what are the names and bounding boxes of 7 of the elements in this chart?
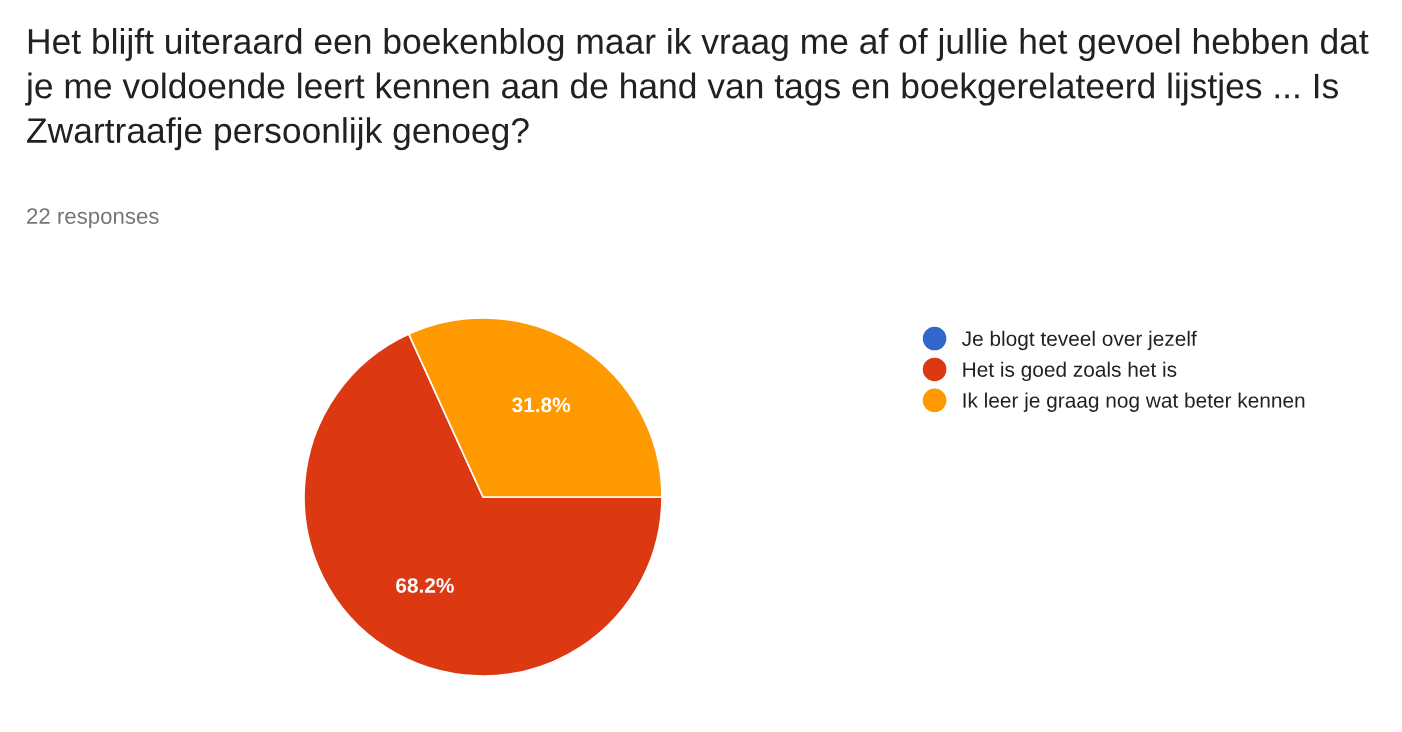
data-label: 31.8% [512, 397, 571, 413]
text: 22 responses [27, 208, 159, 229]
legend-label: Het is goed zoals het is [963, 361, 1177, 382]
legend-label: Ik leer je graag nog wat beter kennen [963, 392, 1305, 412]
data-label: 68.2% [396, 578, 454, 593]
chart-title: Het blijft uiteraard een boekenblog maar ik vraag me af of jullie het gevoel hebben dat je me voldoende leert kennen aan de hand van tags en boekgerelateerd lijstjes ... Is Zwartraafje persoonlijk genoeg? [25, 28, 1369, 151]
legend-label: Je blogt teveel over jezelf [961, 330, 1197, 351]
